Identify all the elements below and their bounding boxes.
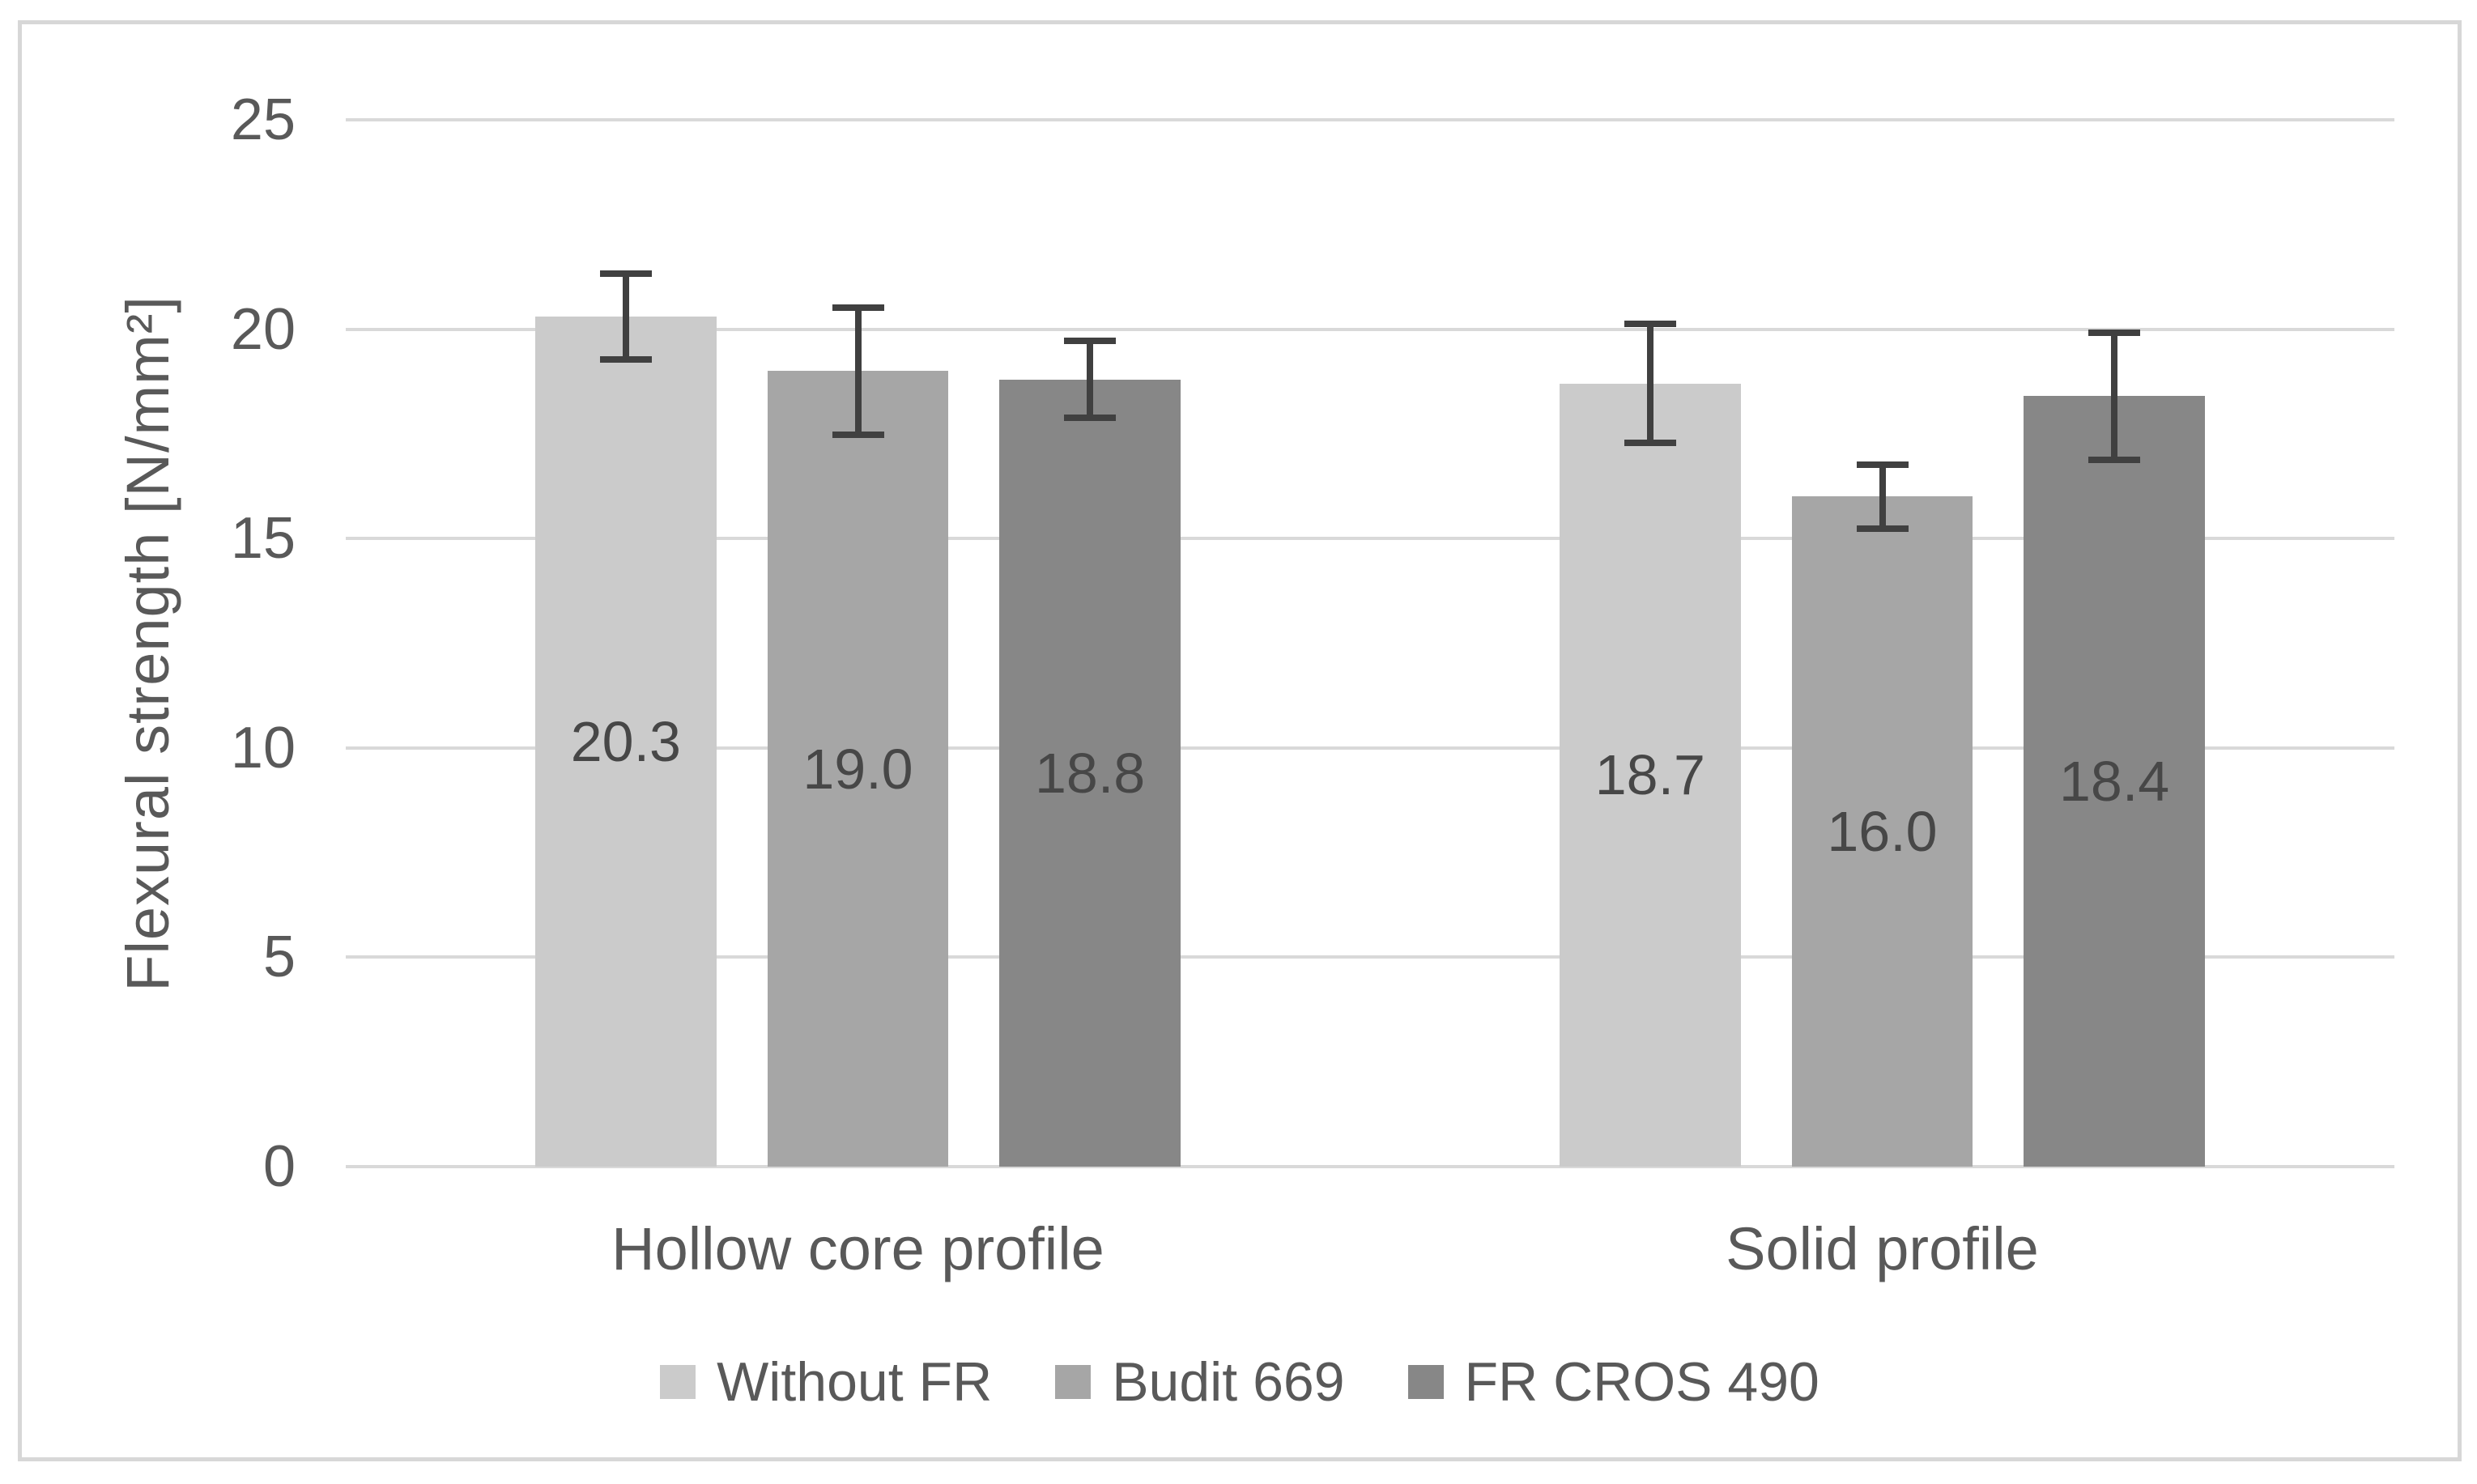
- y-axis-title: Flexural strength [N/mm²]: [113, 295, 181, 992]
- error-stem: [1087, 337, 1094, 422]
- y-tick-label: 15: [230, 506, 296, 572]
- error-cap-bottom: [1856, 525, 1909, 533]
- y-tick-label: 10: [230, 715, 296, 780]
- legend-swatch: [1407, 1365, 1444, 1399]
- y-tick-label: 20: [230, 296, 296, 362]
- error-bar: [1856, 461, 1909, 533]
- gridline: [346, 955, 2394, 959]
- y-tick-label: 0: [262, 1134, 296, 1199]
- error-stem: [854, 304, 862, 439]
- category-label: Hollow core profile: [611, 1215, 1104, 1282]
- bar: 18.4: [2024, 396, 2206, 1167]
- legend-item: FR CROS 490: [1407, 1350, 1819, 1414]
- bar-data-label: 20.3: [570, 710, 681, 774]
- legend-label: Budit 669: [1112, 1351, 1345, 1413]
- gridline: [346, 327, 2394, 331]
- bar: 20.3: [534, 317, 717, 1167]
- bar: 19.0: [767, 371, 949, 1167]
- error-stem: [1879, 461, 1886, 533]
- bar: 16.0: [1791, 496, 1973, 1167]
- bar: 18.7: [1559, 383, 1741, 1167]
- error-bar: [599, 270, 652, 363]
- legend-swatch: [1055, 1365, 1092, 1399]
- bar-data-label: 18.4: [2059, 750, 2170, 814]
- error-stem: [622, 270, 629, 363]
- error-cap-bottom: [1064, 415, 1117, 422]
- bar-data-label: 18.8: [1035, 741, 1146, 805]
- bar-data-label: 19.0: [802, 737, 913, 801]
- legend-item: Budit 669: [1055, 1350, 1345, 1414]
- y-axis-title-container: Flexural strength [N/mm²]: [99, 120, 196, 1167]
- y-tick-label: 5: [262, 925, 296, 990]
- gridline: [346, 537, 2394, 541]
- bar: 18.8: [999, 379, 1181, 1167]
- legend-swatch: [660, 1365, 696, 1399]
- legend: Without FR Budit 669 FR CROS 490: [22, 1350, 2458, 1414]
- gridline: [346, 746, 2394, 750]
- error-cap-bottom: [599, 355, 652, 363]
- y-tick-label: 25: [230, 87, 296, 152]
- plot-area: 25 20 15 10 5 0 20.3 19.0 18.8 18.7 16.0 18.4: [231, 91, 2394, 1196]
- error-bar: [1064, 337, 1117, 422]
- error-bar: [832, 304, 884, 439]
- error-stem: [1646, 321, 1653, 447]
- bar-data-label: 18.7: [1594, 743, 1705, 807]
- legend-label: FR CROS 490: [1464, 1351, 1819, 1413]
- x-axis-category-labels: Hollow core profile Solid profile: [346, 1213, 2394, 1286]
- bar-data-label: 16.0: [1827, 800, 1938, 864]
- error-stem: [2111, 329, 2118, 464]
- legend-label: Without FR: [717, 1351, 993, 1413]
- legend-item: Without FR: [660, 1350, 992, 1414]
- chart-frame: Flexural strength [N/mm²] 25 20 15 10 5 0 20.3…: [18, 20, 2462, 1461]
- error-cap-bottom: [1624, 440, 1676, 447]
- error-cap-bottom: [2088, 457, 2141, 464]
- gridline: [346, 1165, 2394, 1168]
- category-label: Solid profile: [1726, 1215, 2039, 1282]
- error-bar: [2088, 329, 2141, 464]
- error-cap-bottom: [832, 432, 884, 439]
- gridline: [346, 118, 2394, 121]
- error-bar: [1624, 321, 1676, 447]
